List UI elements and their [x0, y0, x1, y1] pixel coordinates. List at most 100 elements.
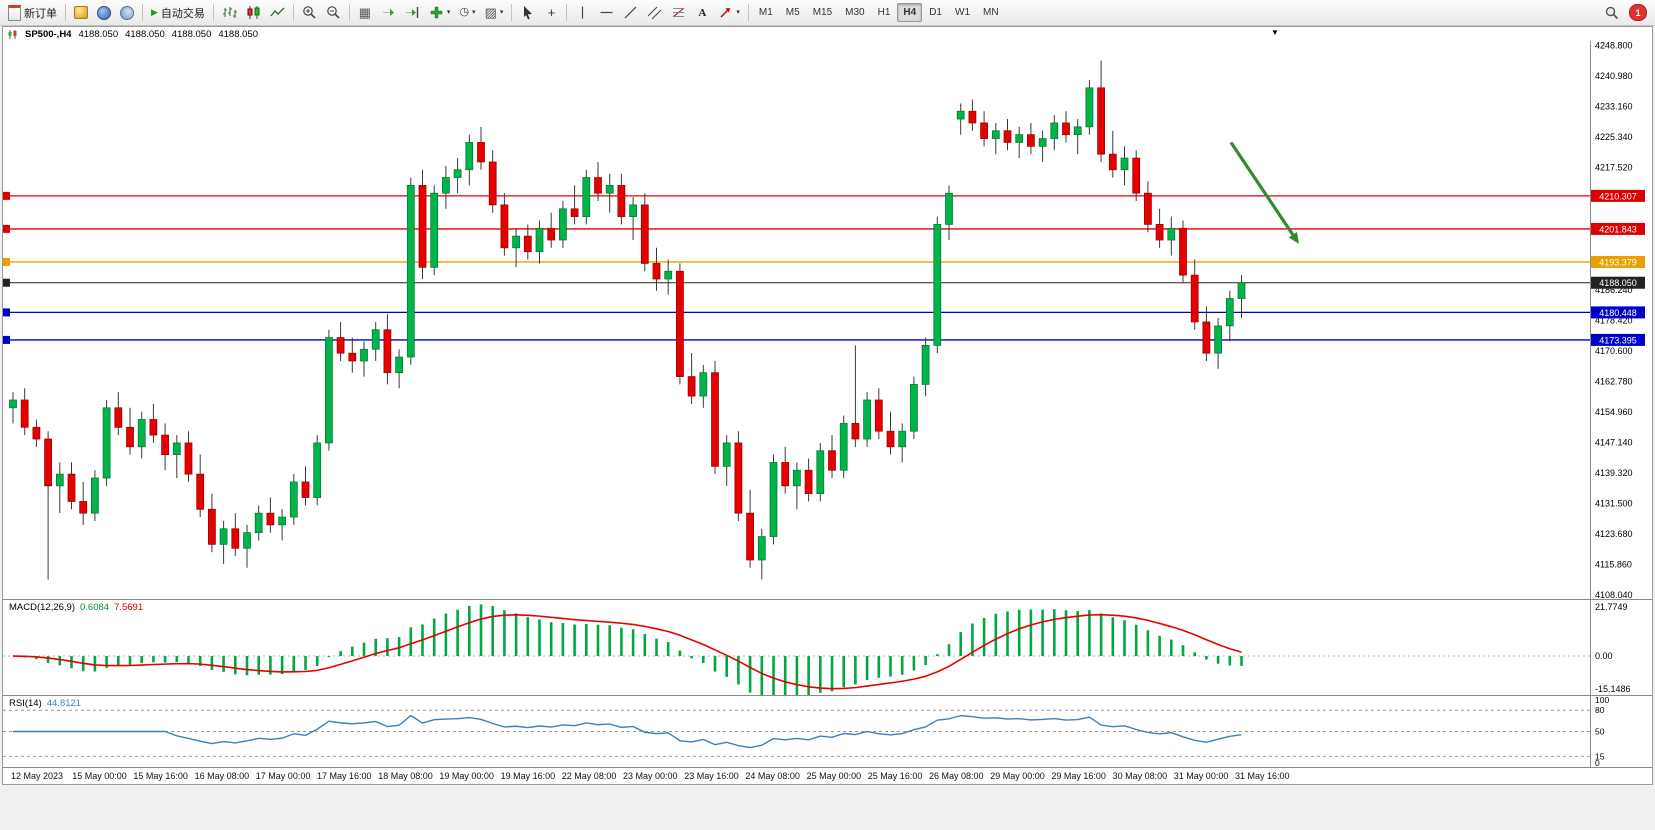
macd-name: MACD(12,26,9) — [9, 602, 75, 613]
market-button[interactable] — [93, 2, 115, 23]
candle — [79, 501, 88, 514]
auto-scroll-icon — [382, 9, 394, 16]
ohlc-low: 4188.050 — [171, 28, 212, 40]
candle — [32, 426, 41, 440]
time-axis-label: 15 May 16:00 — [133, 771, 188, 781]
candle — [465, 142, 474, 171]
candle — [1155, 224, 1164, 241]
y-axis-tick: 4108.040 — [1595, 590, 1633, 600]
candle — [699, 372, 708, 397]
candle — [406, 185, 415, 358]
price-level-left-marker — [3, 257, 10, 266]
timeframe-button-m30[interactable]: M30 — [839, 3, 870, 22]
candle — [968, 110, 977, 124]
candle — [313, 442, 322, 498]
y-axis-tick: 4248.800 — [1595, 41, 1633, 51]
candle — [1003, 130, 1012, 143]
zoom-in-button[interactable] — [298, 2, 321, 23]
periods-button[interactable]: ◷ ▾ — [455, 2, 479, 23]
macd-signal-line — [12, 613, 1242, 690]
tile-windows-button[interactable]: ▦ — [354, 2, 376, 23]
y-axis-tick: 4139.320 — [1595, 468, 1633, 478]
candle — [804, 469, 813, 495]
indicators-button[interactable]: ▾ — [425, 2, 455, 23]
trend-arrow-head — [1288, 231, 1299, 244]
candle — [1144, 192, 1152, 225]
candle — [1214, 325, 1222, 354]
timeframe-button-h4[interactable]: H4 — [897, 3, 923, 22]
new-order-button[interactable]: 新订单 — [4, 2, 61, 23]
timeframe-button-mn[interactable]: MN — [977, 3, 1005, 22]
vertical-line-button[interactable] — [571, 2, 594, 23]
blue-profile-icon — [97, 5, 111, 20]
crosshair-button[interactable]: + — [540, 2, 562, 23]
cursor-button[interactable] — [516, 2, 539, 23]
templates-button[interactable]: ▨ ▾ — [481, 2, 508, 23]
candle — [652, 263, 661, 280]
candle — [1190, 274, 1199, 323]
candle — [1120, 157, 1129, 171]
price-chart-canvas[interactable]: 4248.800 4240.980 4233.160 4225.340 4217.520… — [3, 27, 1652, 784]
auto-trading-label: 自动交易 — [160, 7, 205, 20]
rsi-axis-tick: 0 — [1595, 758, 1600, 768]
channel-button[interactable] — [643, 2, 666, 23]
candle — [114, 407, 123, 428]
search-button[interactable] — [1600, 2, 1623, 23]
toolbar-separator — [747, 4, 749, 21]
time-axis-label: 24 May 08:00 — [745, 771, 800, 781]
horizontal-line-button[interactable] — [595, 2, 618, 23]
fibonacci-button[interactable] — [667, 2, 690, 23]
rsi-axis-tick: 50 — [1595, 727, 1605, 737]
price-level-left-marker — [3, 335, 10, 344]
rsi-line — [13, 714, 1242, 749]
time-axis-label: 23 May 16:00 — [684, 771, 739, 781]
candle — [570, 208, 579, 217]
price-tag-label: 4173.395 — [1599, 335, 1637, 345]
zoom-out-button[interactable] — [322, 2, 345, 23]
auto-scroll-button[interactable] — [377, 2, 400, 23]
candle — [266, 512, 275, 526]
notification-badge[interactable]: 1 — [1629, 4, 1647, 21]
chart-window: SP500-,H4 4188.050 4188.050 4188.050 418… — [2, 26, 1653, 785]
macd-main-value: 0.6084 — [80, 602, 110, 613]
timeframe-button-m15[interactable]: M15 — [807, 3, 838, 22]
community-button[interactable] — [116, 2, 138, 23]
trend-arrow-annotation[interactable] — [1229, 141, 1297, 239]
candle — [9, 399, 17, 409]
candle — [336, 337, 345, 354]
candle — [1097, 87, 1105, 155]
toolbar-right-group: 1 — [1600, 2, 1651, 23]
timeframe-button-h1[interactable]: H1 — [872, 3, 897, 22]
time-axis-label: 25 May 16:00 — [868, 771, 923, 781]
y-axis-tick: 4162.780 — [1595, 376, 1633, 386]
candle — [1073, 126, 1082, 136]
line-chart-button[interactable] — [266, 2, 289, 23]
fibonacci-icon — [673, 7, 685, 18]
price-tag-label: 4210.307 — [1599, 191, 1637, 201]
auto-trading-button[interactable]: ▶ 自动交易 — [147, 2, 209, 23]
candlestick-chart-button[interactable] — [242, 2, 265, 23]
candle — [430, 192, 439, 268]
bar-chart-button[interactable] — [218, 2, 241, 23]
candle — [149, 419, 158, 436]
toolbar-separator — [511, 4, 513, 21]
toolbar-separator — [566, 4, 568, 21]
candle — [535, 227, 544, 253]
timeframe-button-m1[interactable]: M1 — [753, 3, 779, 22]
bar-chart-icon — [222, 7, 237, 18]
chart-shift-marker[interactable]: ▼ — [1271, 28, 1279, 37]
candle — [184, 442, 193, 475]
candle — [325, 337, 333, 444]
profiles-button[interactable] — [70, 2, 92, 23]
timeframe-button-w1[interactable]: W1 — [949, 3, 976, 22]
trendline-button[interactable] — [619, 2, 642, 23]
candle — [512, 235, 520, 249]
arrows-tool-button[interactable]: ▾ — [714, 2, 744, 23]
chevron-down-icon: ▾ — [736, 9, 740, 16]
chart-shift-button[interactable] — [401, 2, 424, 23]
rsi-axis-tick: 80 — [1595, 705, 1605, 715]
timeframe-button-d1[interactable]: D1 — [923, 3, 948, 22]
text-tool-button[interactable]: A — [691, 2, 713, 23]
price-tag — [1591, 255, 1645, 268]
timeframe-button-m5[interactable]: M5 — [780, 3, 806, 22]
